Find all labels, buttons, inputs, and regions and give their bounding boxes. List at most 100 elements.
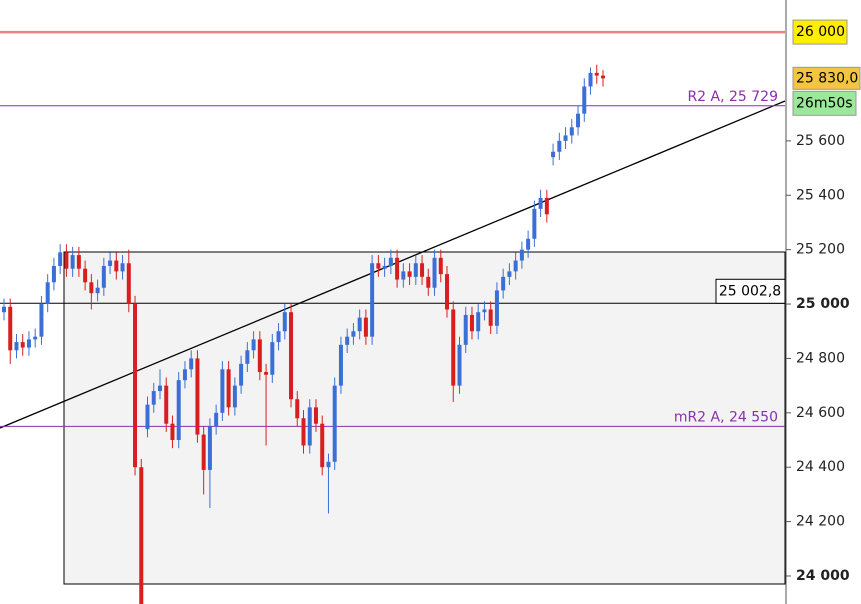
candle-body [438,257,443,275]
candle-body [295,399,300,419]
level-label: R2 A, 25 729 [687,89,778,105]
candle-body [476,312,481,332]
candle-body [376,263,381,269]
candle-body [513,260,518,272]
candle-body [569,127,574,136]
candle-body [395,257,400,280]
candle-body [363,317,368,337]
y-tick-label: 24 400 [796,459,845,475]
countdown-box [792,90,857,116]
candle-body [351,331,356,337]
candle-body [357,317,362,332]
candle-body [601,75,605,79]
candle-body [182,369,187,381]
candle-body [388,257,393,266]
hline-label-box [715,278,786,304]
candle-body [45,282,50,305]
candle-body [114,260,119,272]
candle-body [289,312,294,400]
candle-body [189,358,194,370]
candle-body [257,339,262,373]
candle-body [307,407,312,446]
candle-body [133,304,138,468]
range-box [63,251,786,585]
candle-body [176,380,181,441]
candle-body [469,314,474,332]
candle-body [370,263,375,337]
candle-body [164,385,169,424]
candle-body [207,426,212,470]
hline-label: 25 002,8 [719,283,781,299]
candle-body [51,265,56,283]
candle-body [420,263,425,277]
candle-body [251,339,256,351]
candle-body [488,309,493,326]
candle-body [338,344,343,386]
candle-body [95,287,100,294]
candle-body [526,238,531,250]
candle-body [494,290,499,326]
candle-body [301,418,306,446]
candle-body [276,331,281,343]
candle-body [157,385,162,392]
candle-body [226,369,231,408]
candle-body [264,372,269,375]
candle-body [201,434,206,470]
candle-body [588,72,593,87]
candle-body [413,263,418,277]
candle-body [457,344,462,386]
candle-body [232,385,237,408]
candle-body [407,271,412,277]
candle-body [126,263,131,305]
candle-body [195,358,200,435]
candle-body [245,350,250,364]
candle-body [214,412,219,427]
y-tick-label: 25 400 [796,187,845,203]
candle-body [532,208,537,239]
candle-body [401,271,406,280]
candle-body [70,255,75,269]
resistance-label-box [792,19,848,45]
y-tick-label: 24 200 [796,514,845,530]
candle-body [39,304,44,337]
candle-body [582,86,587,114]
candle-body [2,306,6,313]
candle-body [507,271,512,277]
candle-body [33,336,38,340]
candle-body [326,461,331,468]
candle-body [426,276,431,288]
candle-body [139,467,144,604]
candle-body [145,404,150,430]
candle-body [501,276,506,291]
candle-body [557,140,562,152]
candle-body [563,135,568,141]
candle-body [538,197,543,209]
countdown-label: 26m50s [796,95,853,111]
candle-body [270,342,275,375]
candle-body [120,263,125,272]
last-price-box [792,66,861,90]
candle-body [576,113,581,128]
candle-body [451,309,456,386]
candle-body [482,309,487,313]
candle-body [170,423,175,441]
candle-body [8,306,13,351]
candle-body [89,282,94,294]
candle-body [220,369,225,413]
candle-body [76,255,81,269]
y-tick-label: 24 000 [796,568,850,584]
candle-body [83,268,88,283]
resistance-label: 26 000 [796,24,845,40]
last-price-label: 25 830,0 [796,70,858,86]
candle-body [14,342,19,351]
candle-body [101,265,106,288]
candle-body [108,260,113,266]
candle-body [519,249,524,261]
candle-body [544,197,549,215]
candle-body [345,336,350,345]
candle-body [382,265,387,269]
candle-body [239,363,244,386]
y-tick-label: 24 800 [796,350,845,366]
candle-body [282,312,287,332]
candle-body [58,252,63,266]
